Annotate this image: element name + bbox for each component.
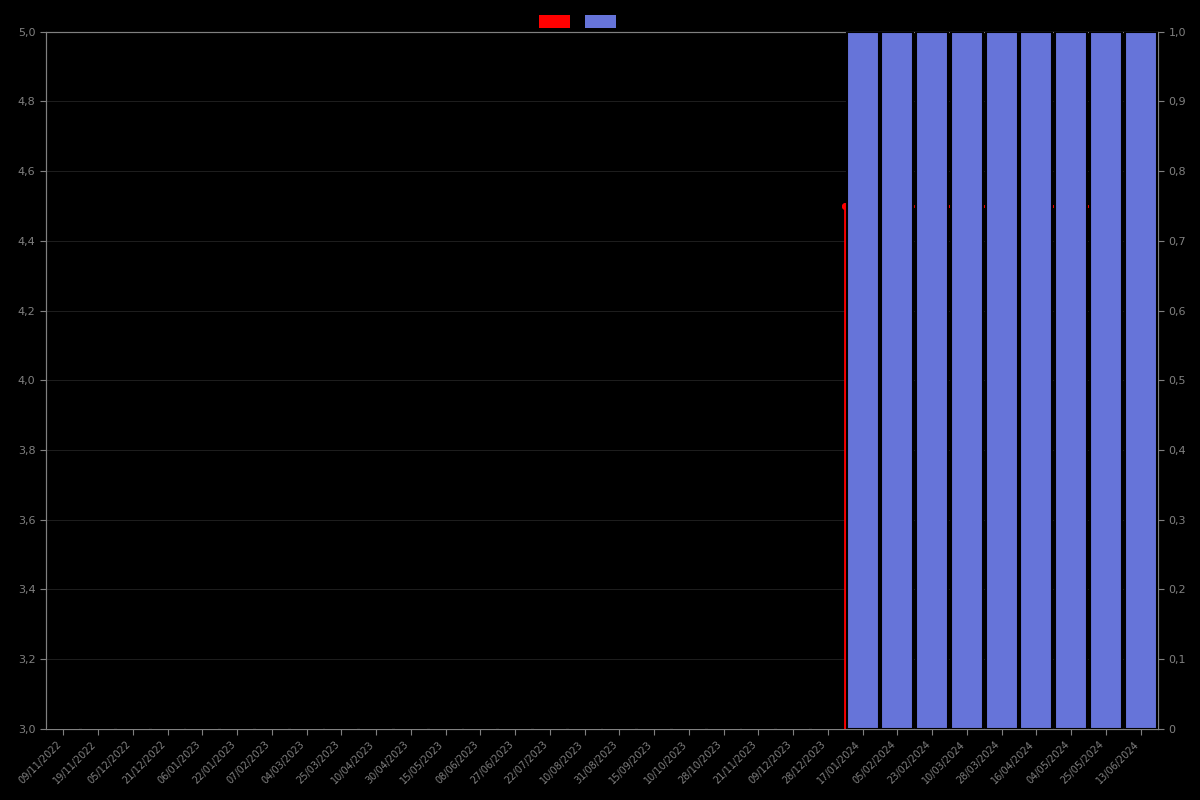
Bar (985, 31, 1018, 729)
Bar (1124, 31, 1157, 729)
Bar (1055, 31, 1087, 729)
Legend: , : , (535, 10, 624, 34)
Bar (950, 31, 983, 729)
Bar (1020, 31, 1052, 729)
Bar (882, 31, 913, 729)
Bar (1090, 31, 1122, 729)
Bar (847, 31, 878, 729)
Bar (916, 31, 948, 729)
